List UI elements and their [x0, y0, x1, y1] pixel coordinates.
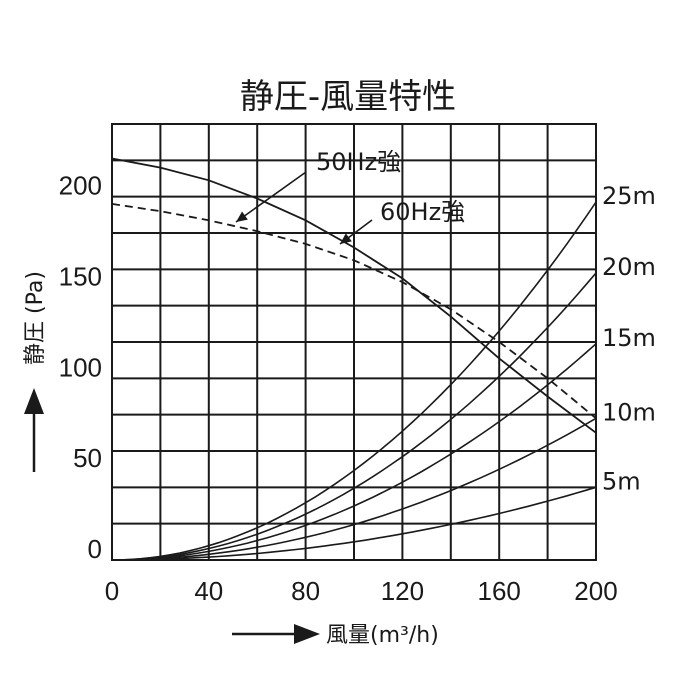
x-tick-label: 80 — [291, 576, 320, 606]
grid — [111, 123, 597, 561]
x-tick-label: 40 — [194, 576, 223, 606]
curve-labels: 25m 20m 15m 10m 5m 50Hz強 60Hz強 — [235, 148, 656, 495]
y-axis-label: 静圧 (Pa) — [23, 271, 48, 365]
fan-curve-label: 50Hz強 — [316, 148, 401, 176]
x-tick-label: 120 — [381, 576, 424, 606]
fan-curve-50Hz強 — [111, 157, 597, 434]
duct-curve-20m — [111, 272, 597, 561]
y-tick-label: 150 — [59, 262, 102, 292]
duct-curve-5m — [112, 486, 597, 561]
duct-curve-label: 20m — [602, 253, 656, 281]
callout-line — [235, 171, 307, 223]
duct-curve-10m — [111, 417, 597, 561]
tick-labels: 0 40 80 120 160 200 0 50 100 150 200 — [59, 171, 618, 606]
y-tick-label: 0 — [88, 534, 102, 564]
chart-title: 静圧-風量特性 — [240, 77, 456, 117]
x-tick-label: 0 — [105, 576, 119, 606]
x-axis-label: 風量(m³/h) — [326, 623, 439, 648]
duct-curve-label: 25m — [602, 182, 656, 210]
duct-curve-label: 15m — [602, 324, 656, 352]
duct-curve-label: 10m — [602, 398, 656, 426]
y-tick-label: 50 — [73, 443, 102, 473]
x-tick-label: 160 — [478, 576, 521, 606]
fan-curve-label: 60Hz強 — [380, 198, 465, 226]
y-axis-arrow — [24, 388, 44, 472]
x-tick-label: 200 — [574, 576, 617, 606]
y-tick-label: 100 — [59, 352, 102, 382]
callout-arrowhead — [236, 211, 248, 222]
callout-arrowhead — [340, 233, 352, 244]
y-tick-label: 200 — [59, 171, 102, 201]
x-axis-arrow — [232, 624, 320, 644]
curves — [111, 157, 597, 561]
fan-curve-60Hz強 — [111, 203, 597, 419]
duct-curve-label: 5m — [602, 467, 641, 495]
duct-curve-25m — [111, 201, 597, 561]
duct-curve-15m — [111, 343, 597, 561]
